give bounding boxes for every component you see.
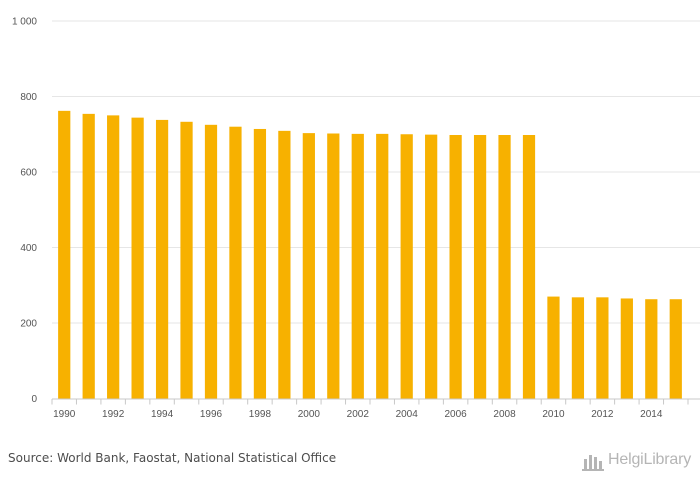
bar-1991[interactable] bbox=[82, 113, 95, 399]
x-tick-label: 1998 bbox=[249, 409, 272, 420]
y-tick-label: 1 000 bbox=[12, 17, 37, 28]
bar-2003[interactable] bbox=[376, 133, 389, 399]
gridlines bbox=[52, 20, 700, 324]
brand-text: HelgiLibrary bbox=[608, 451, 691, 468]
bar-1996[interactable] bbox=[204, 124, 218, 399]
x-tick-label: 2002 bbox=[347, 409, 370, 420]
y-tick-label: 0 bbox=[31, 394, 37, 405]
bar-1999[interactable] bbox=[278, 130, 291, 399]
bar-1992[interactable] bbox=[107, 115, 120, 399]
bar-2012[interactable] bbox=[596, 297, 609, 399]
bar-1995[interactable] bbox=[180, 121, 193, 399]
x-axis bbox=[51, 398, 700, 405]
bar-2009[interactable] bbox=[522, 135, 536, 399]
y-tick-label: 200 bbox=[20, 319, 37, 330]
bar-2006[interactable] bbox=[449, 135, 462, 399]
bars bbox=[58, 110, 682, 399]
bar-2008[interactable] bbox=[498, 135, 511, 399]
x-tick-label: 1990 bbox=[53, 409, 76, 420]
bar-2004[interactable] bbox=[400, 134, 413, 399]
x-tick-label: 2014 bbox=[640, 409, 663, 420]
x-tick-label: 2008 bbox=[493, 409, 516, 420]
bar-1998[interactable] bbox=[253, 128, 267, 399]
x-tick-label: 1992 bbox=[102, 409, 125, 420]
bar-2014[interactable] bbox=[645, 299, 658, 399]
library-logo-icon bbox=[582, 454, 605, 471]
x-tick-label: 2000 bbox=[298, 409, 321, 420]
x-tick-label: 1994 bbox=[151, 409, 174, 420]
bar-1997[interactable] bbox=[229, 126, 242, 399]
bar-2007[interactable] bbox=[473, 135, 487, 399]
bar-2001[interactable] bbox=[327, 133, 340, 399]
x-axis-labels: 1990 1992 1994 1996 1998 2000 2002 2004 2006 2008… bbox=[53, 409, 663, 420]
x-tick-label: 2010 bbox=[542, 409, 565, 420]
bar-2002[interactable] bbox=[351, 133, 364, 399]
y-axis-labels: 0 200 400 600 800 1 000 bbox=[12, 17, 37, 406]
x-tick-label: 2004 bbox=[396, 409, 419, 420]
bar-1994[interactable] bbox=[155, 119, 169, 399]
x-tick-label: 2012 bbox=[591, 409, 614, 420]
y-tick-label: 800 bbox=[20, 92, 37, 103]
source-note: Source: World Bank, Faostat, National St… bbox=[8, 451, 337, 465]
bar-1993[interactable] bbox=[131, 117, 144, 399]
bar-2005[interactable] bbox=[425, 134, 438, 399]
x-tick-label: 1996 bbox=[200, 409, 223, 420]
y-tick-label: 400 bbox=[20, 243, 37, 254]
bar-chart: 0 200 400 600 800 1 000 1990 1992 1994 1996 1998 2… bbox=[12, 17, 700, 420]
bar-2015[interactable] bbox=[669, 299, 682, 399]
brand-logo[interactable]: HelgiLibrary bbox=[581, 448, 691, 472]
bar-2013[interactable] bbox=[620, 298, 633, 399]
y-tick-label: 600 bbox=[20, 168, 37, 179]
bar-2000[interactable] bbox=[302, 133, 315, 399]
bar-2010[interactable] bbox=[547, 296, 560, 399]
bar-2011[interactable] bbox=[571, 297, 585, 399]
bar-1990[interactable] bbox=[58, 110, 71, 399]
x-tick-label: 2006 bbox=[444, 409, 467, 420]
